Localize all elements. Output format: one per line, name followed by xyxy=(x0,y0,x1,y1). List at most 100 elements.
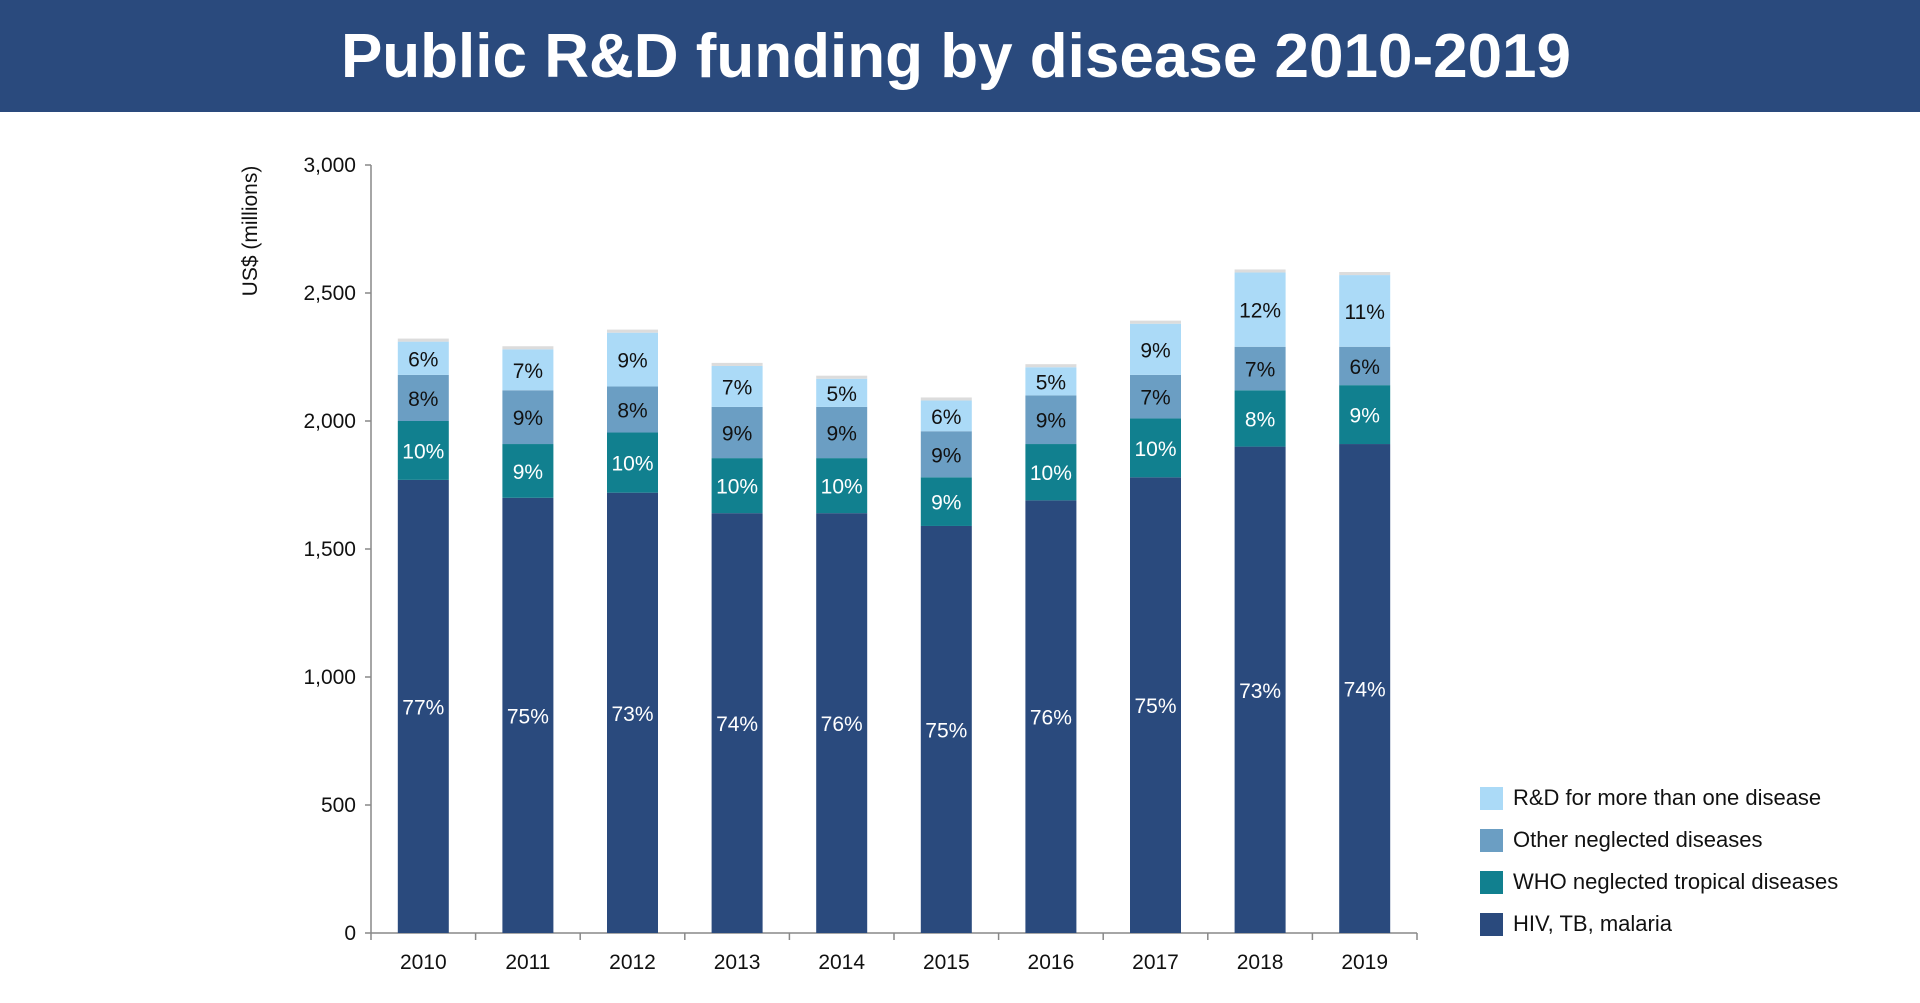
x-tick-label: 2019 xyxy=(1341,951,1388,974)
bar-segment xyxy=(607,329,658,333)
bar-segment xyxy=(816,458,868,514)
data-label: 9% xyxy=(827,423,857,446)
bar-segment xyxy=(711,365,763,407)
data-label: 75% xyxy=(1134,695,1176,718)
bar-segment xyxy=(502,390,554,445)
legend-swatch xyxy=(1480,870,1503,894)
data-label: 6% xyxy=(931,406,961,429)
bar-segment xyxy=(397,338,449,342)
bar-segment xyxy=(816,378,868,407)
bar-segment xyxy=(607,432,658,493)
data-label: 74% xyxy=(1344,679,1386,702)
bar-segment xyxy=(920,477,972,526)
data-label: 7% xyxy=(1140,387,1170,410)
data-label: 10% xyxy=(821,476,863,499)
legend-item: Other neglected diseases xyxy=(1480,819,1838,861)
data-label: 75% xyxy=(507,705,549,728)
legend-item: HIV, TB, malaria xyxy=(1480,903,1838,945)
data-label: 6% xyxy=(408,348,438,371)
x-tick-label: 2017 xyxy=(1132,951,1179,974)
data-label: 12% xyxy=(1239,300,1281,323)
data-label: 9% xyxy=(1036,410,1066,433)
bar-segment xyxy=(1025,500,1077,933)
legend-label: R&D for more than one disease xyxy=(1513,785,1822,810)
data-label: 74% xyxy=(716,713,758,736)
data-label: 76% xyxy=(1030,707,1072,730)
bar-segment xyxy=(502,497,554,933)
y-tick-label: 2,500 xyxy=(303,282,356,305)
bar-segment xyxy=(1339,275,1391,347)
bar-segment xyxy=(1025,444,1077,501)
bar-segment xyxy=(816,406,868,459)
bar-segment xyxy=(816,375,868,379)
bar-segment xyxy=(920,431,972,478)
legend-label: HIV, TB, malaria xyxy=(1513,911,1672,936)
data-label: 11% xyxy=(1344,301,1384,324)
data-label: 7% xyxy=(513,360,543,383)
x-tick-label: 2010 xyxy=(400,951,447,974)
data-label: 73% xyxy=(611,703,653,726)
data-label: 9% xyxy=(617,350,647,373)
bar-segment xyxy=(1339,346,1391,386)
legend-label: WHO neglected tropical diseases xyxy=(1513,869,1839,894)
x-tick-label: 2018 xyxy=(1237,951,1284,974)
legend-swatch xyxy=(1480,912,1503,936)
bar-segment xyxy=(1234,346,1286,391)
y-tick-label: 0 xyxy=(344,922,356,945)
data-label: 75% xyxy=(925,719,967,742)
data-label: 5% xyxy=(1036,371,1066,394)
legend-item: WHO neglected tropical diseases xyxy=(1480,861,1838,903)
x-tick-label: 2016 xyxy=(1028,951,1075,974)
legend-swatch xyxy=(1480,786,1503,810)
data-label: 9% xyxy=(931,492,961,515)
y-tick-label: 2,000 xyxy=(303,410,356,433)
bar-segment xyxy=(502,346,554,350)
bar-segment xyxy=(607,386,658,433)
bar-segment xyxy=(920,397,972,401)
data-label: 9% xyxy=(513,461,543,484)
legend-label: Other neglected diseases xyxy=(1513,827,1763,852)
y-tick-label: 1,500 xyxy=(303,538,356,561)
bar-segment xyxy=(1025,364,1077,368)
bar-segment xyxy=(397,421,449,480)
data-label: 76% xyxy=(821,713,863,736)
data-label: 10% xyxy=(1134,438,1176,461)
bar-segment xyxy=(920,525,972,933)
bar-segment xyxy=(920,400,972,432)
bar-segment xyxy=(1130,374,1181,419)
bar-segment xyxy=(397,341,449,375)
bar-segment xyxy=(1025,367,1077,396)
data-label: 6% xyxy=(1350,356,1380,379)
bar-segment xyxy=(816,513,868,933)
bar-segment xyxy=(1025,395,1077,445)
x-tick-label: 2013 xyxy=(714,951,761,974)
bar-segment xyxy=(397,374,449,421)
data-label: 10% xyxy=(1030,462,1072,485)
bar-segment xyxy=(397,479,449,933)
data-label: 9% xyxy=(931,444,961,467)
bar-segment xyxy=(1130,477,1181,933)
x-tick-label: 2012 xyxy=(609,951,656,974)
data-label: 8% xyxy=(617,399,647,422)
bar-segment xyxy=(1339,385,1391,445)
data-label: 9% xyxy=(722,423,752,446)
bar-segment xyxy=(1130,323,1181,375)
bar-segment xyxy=(1234,272,1286,347)
data-label: 10% xyxy=(716,476,758,499)
bar-segment xyxy=(607,492,658,933)
bar-segment xyxy=(607,332,658,387)
bar-segment xyxy=(502,444,554,498)
chart-legend: R&D for more than one disease Other negl… xyxy=(1480,777,1838,945)
x-tick-label: 2015 xyxy=(923,951,970,974)
data-label: 8% xyxy=(1245,408,1275,431)
bar-segment xyxy=(1234,269,1286,273)
bar-segment xyxy=(711,513,763,933)
bar-segment xyxy=(1130,320,1181,324)
data-label: 9% xyxy=(1140,339,1170,362)
bar-segment xyxy=(711,458,763,514)
y-tick-label: 3,000 xyxy=(303,154,356,177)
bar-segment xyxy=(1339,444,1391,933)
bar-segment xyxy=(1130,418,1181,478)
bar-segment xyxy=(1234,446,1286,933)
